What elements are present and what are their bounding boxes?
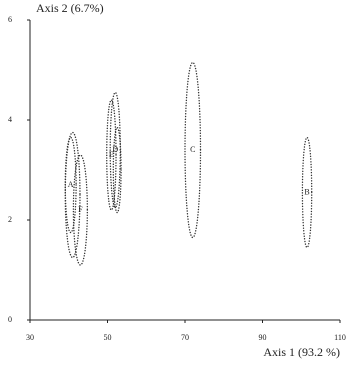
confidence-ellipse: [112, 126, 122, 214]
confidence-ellipse: [109, 91, 121, 209]
ellipse-label: C: [190, 145, 195, 154]
confidence-ellipse: [184, 61, 202, 239]
confidence-ellipse: [106, 99, 117, 211]
y-tick-label: 4: [8, 115, 12, 124]
ellipse-label: D: [112, 145, 118, 154]
y-tick-label: 6: [8, 15, 12, 24]
x-tick-label: 70: [181, 333, 189, 342]
y-tick-label: 2: [8, 215, 12, 224]
ellipse-label: B: [304, 187, 309, 196]
confidence-ellipse: [64, 131, 81, 259]
confidence-ellipse: [301, 136, 313, 249]
confidence-ellipse: [64, 136, 77, 234]
ellipse-label: A: [68, 180, 74, 189]
y-axis-label: Axis 2 (6.7%): [36, 1, 104, 15]
y-tick-label: 0: [8, 315, 12, 324]
ellipse-label: E: [109, 150, 114, 159]
ellipse-label: F: [78, 205, 83, 214]
x-tick-label: 30: [26, 333, 34, 342]
x-tick-label: 90: [259, 333, 267, 342]
x-tick-label: 50: [104, 333, 112, 342]
x-tick-label: 110: [334, 333, 346, 342]
confidence-ellipse: [72, 154, 89, 266]
x-axis-label: Axis 1 (93.2 %): [263, 345, 340, 359]
